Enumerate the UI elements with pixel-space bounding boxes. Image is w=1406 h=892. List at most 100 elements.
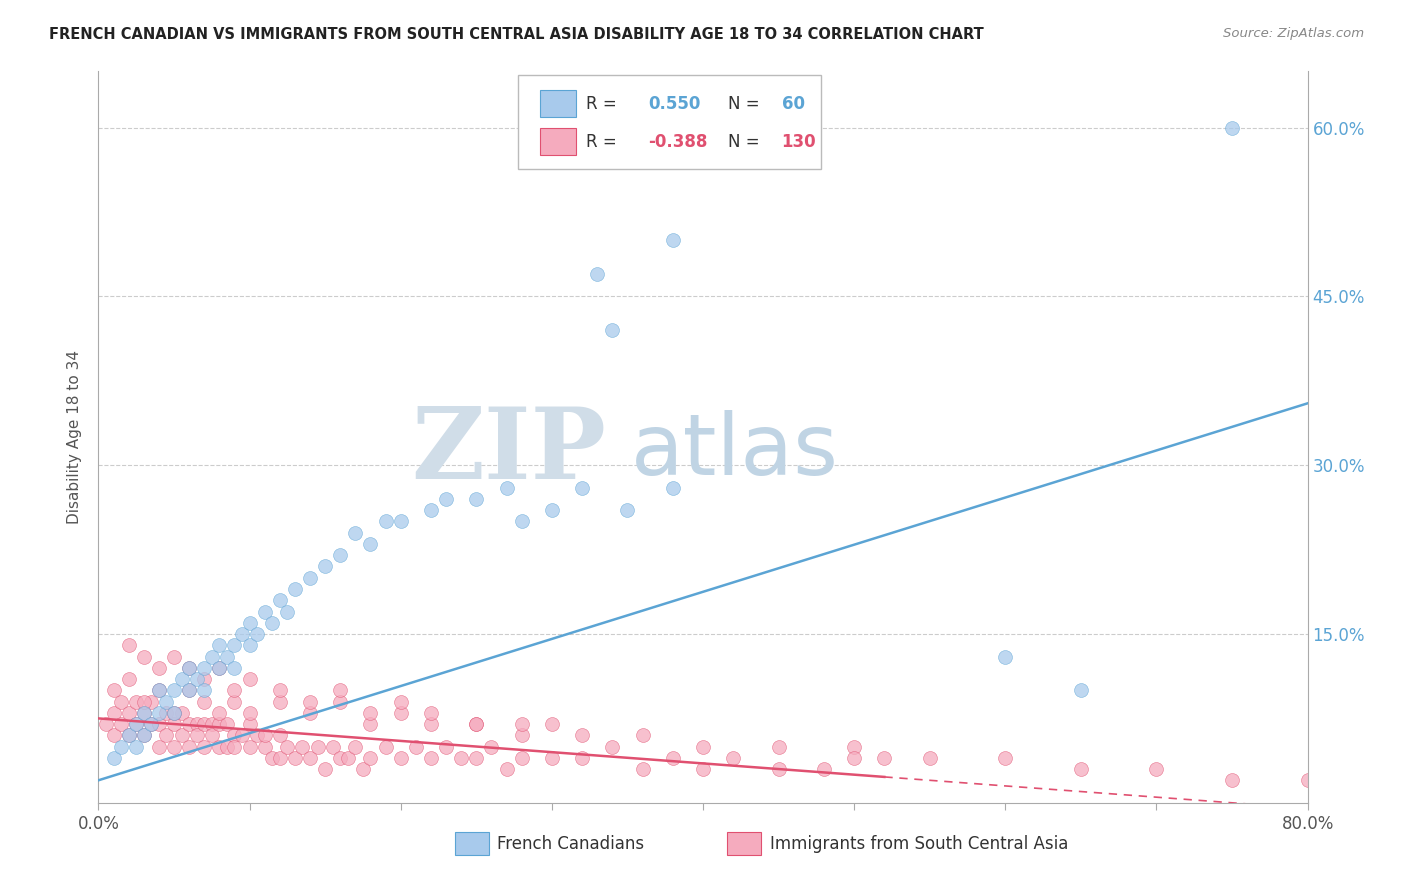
Point bbox=[336, 751, 359, 765]
Text: FRENCH CANADIAN VS IMMIGRANTS FROM SOUTH CENTRAL ASIA DISABILITY AGE 18 TO 34 CO: FRENCH CANADIAN VS IMMIGRANTS FROM SOUTH… bbox=[49, 27, 984, 42]
Point bbox=[103, 683, 125, 698]
Point bbox=[170, 672, 193, 686]
Point bbox=[571, 481, 593, 495]
Point bbox=[262, 751, 284, 765]
Point bbox=[269, 683, 291, 698]
Point bbox=[844, 751, 866, 765]
Text: R =: R = bbox=[586, 95, 621, 112]
Text: Source: ZipAtlas.com: Source: ZipAtlas.com bbox=[1223, 27, 1364, 40]
Point bbox=[405, 739, 427, 754]
Text: R =: R = bbox=[586, 133, 621, 151]
Point bbox=[284, 751, 307, 765]
Point bbox=[239, 615, 262, 630]
Point bbox=[118, 672, 141, 686]
Point bbox=[208, 706, 231, 720]
Point bbox=[118, 706, 141, 720]
Point bbox=[510, 515, 533, 529]
Point bbox=[224, 694, 246, 708]
Point bbox=[201, 717, 224, 731]
Point bbox=[540, 717, 562, 731]
Point bbox=[215, 649, 238, 664]
Point bbox=[918, 751, 941, 765]
Point bbox=[994, 649, 1017, 664]
Point bbox=[420, 503, 443, 517]
Point bbox=[179, 717, 201, 731]
Point bbox=[768, 762, 790, 776]
Point bbox=[344, 525, 367, 540]
Point bbox=[510, 751, 533, 765]
Point bbox=[208, 638, 231, 652]
Point bbox=[224, 683, 246, 698]
Point bbox=[723, 751, 745, 765]
FancyBboxPatch shape bbox=[540, 128, 576, 155]
Point bbox=[215, 739, 238, 754]
Point bbox=[352, 762, 374, 776]
Point bbox=[329, 683, 352, 698]
Point bbox=[103, 706, 125, 720]
Point bbox=[215, 717, 238, 731]
Point bbox=[813, 762, 835, 776]
Point bbox=[602, 739, 624, 754]
Point bbox=[170, 706, 193, 720]
Point bbox=[661, 751, 683, 765]
Point bbox=[110, 717, 132, 731]
Point bbox=[170, 728, 193, 742]
Point bbox=[465, 491, 488, 506]
Point bbox=[141, 717, 163, 731]
Point bbox=[360, 537, 382, 551]
Point bbox=[163, 706, 186, 720]
Point bbox=[118, 638, 141, 652]
FancyBboxPatch shape bbox=[456, 832, 489, 855]
Point bbox=[148, 683, 170, 698]
Point bbox=[276, 605, 298, 619]
Point bbox=[269, 694, 291, 708]
Point bbox=[94, 717, 117, 731]
Text: 0.550: 0.550 bbox=[648, 95, 702, 112]
Point bbox=[125, 717, 148, 731]
FancyBboxPatch shape bbox=[540, 89, 576, 118]
Point bbox=[179, 661, 201, 675]
Point bbox=[132, 728, 155, 742]
Point bbox=[110, 694, 132, 708]
Point bbox=[118, 728, 141, 742]
Point bbox=[291, 739, 314, 754]
Point bbox=[586, 267, 609, 281]
Point bbox=[253, 739, 276, 754]
Point bbox=[616, 503, 638, 517]
Point bbox=[103, 751, 125, 765]
Point bbox=[163, 717, 186, 731]
Point bbox=[201, 728, 224, 742]
Point bbox=[631, 728, 654, 742]
Text: Immigrants from South Central Asia: Immigrants from South Central Asia bbox=[769, 835, 1069, 853]
Point bbox=[692, 739, 714, 754]
Point bbox=[510, 728, 533, 742]
Point bbox=[540, 751, 562, 765]
Text: 130: 130 bbox=[782, 133, 817, 151]
Point bbox=[155, 706, 177, 720]
Point bbox=[193, 694, 215, 708]
Point bbox=[284, 582, 307, 596]
Point bbox=[193, 717, 215, 731]
Point bbox=[193, 672, 215, 686]
Point bbox=[314, 559, 336, 574]
Point bbox=[329, 548, 352, 562]
Point bbox=[208, 661, 231, 675]
Point bbox=[246, 728, 269, 742]
Point bbox=[179, 683, 201, 698]
Point bbox=[110, 739, 132, 754]
Point bbox=[1220, 773, 1243, 788]
Point bbox=[465, 717, 488, 731]
Point bbox=[1296, 773, 1319, 788]
Point bbox=[253, 728, 276, 742]
Point bbox=[329, 694, 352, 708]
Point bbox=[179, 739, 201, 754]
Point bbox=[201, 649, 224, 664]
Point bbox=[661, 481, 683, 495]
Point bbox=[344, 739, 367, 754]
Point bbox=[163, 739, 186, 754]
Point bbox=[314, 762, 336, 776]
Point bbox=[299, 751, 322, 765]
Point bbox=[148, 717, 170, 731]
Y-axis label: Disability Age 18 to 34: Disability Age 18 to 34 bbox=[67, 350, 83, 524]
Point bbox=[540, 503, 562, 517]
